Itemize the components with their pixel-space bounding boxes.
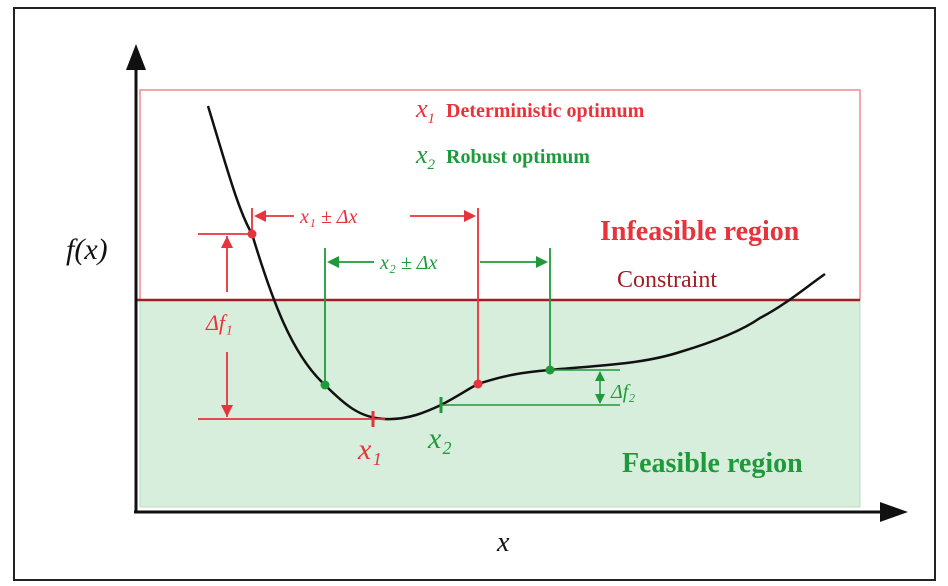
x2-interval-arrow-right-icon bbox=[536, 256, 548, 268]
x1-interval: x₁ ± Δx bbox=[251, 206, 479, 384]
delta-f1-arrow-up-icon bbox=[221, 236, 233, 248]
delta-f1-arrow-down-icon bbox=[221, 405, 233, 417]
x1-interval-arrow-left-icon bbox=[254, 210, 266, 222]
x1-point-label: x₁ bbox=[357, 433, 382, 466]
x2-right-point bbox=[545, 365, 555, 375]
x1-interval-arrow-right-icon bbox=[464, 210, 476, 222]
legend-x2-text: Robust optimum bbox=[446, 146, 590, 168]
delta-f2-label: Δf₂ bbox=[610, 381, 635, 403]
x-axis-label: x bbox=[496, 527, 510, 558]
feasible-region-label: Feasible region bbox=[622, 448, 803, 479]
x2-interval-label: x₂ ± Δx bbox=[379, 252, 438, 274]
delta-f2-arrow-down-icon bbox=[595, 394, 605, 404]
delta-f1-label: Δf₁ bbox=[205, 310, 233, 335]
infeasible-region-label: Infeasible region bbox=[600, 216, 800, 247]
outer-frame bbox=[13, 7, 936, 581]
legend-x1: x1 Deterministic optimum bbox=[415, 94, 645, 127]
x2-interval: x₂ ± Δx bbox=[324, 248, 551, 385]
delta-f2-arrow-up-icon bbox=[595, 371, 605, 381]
legend-x2-symbol: x2 bbox=[415, 140, 436, 173]
x2-interval-arrow-left-icon bbox=[327, 256, 339, 268]
x1-left-point bbox=[247, 229, 257, 239]
x-axis-arrow-icon bbox=[880, 502, 908, 522]
objective-curve bbox=[206, 105, 826, 421]
infeasible-region-box bbox=[139, 89, 861, 301]
legend-x1-text: Deterministic optimum bbox=[446, 100, 645, 122]
legend-x2: x2 Robust optimum bbox=[415, 140, 590, 173]
x2-point-label: x₂ bbox=[427, 422, 452, 455]
y-axis-label: f(x) bbox=[66, 233, 108, 266]
x2-left-point bbox=[320, 380, 330, 390]
x1-right-point bbox=[473, 379, 483, 389]
x1-interval-label: x₁ ± Δx bbox=[299, 206, 358, 228]
legend-x1-symbol: x1 bbox=[415, 94, 435, 127]
y-axis-arrow-icon bbox=[126, 44, 146, 70]
feasible-region-fill bbox=[139, 299, 861, 508]
delta-f1: Δf₁ bbox=[198, 233, 385, 420]
constraint-label: Constraint bbox=[617, 267, 717, 293]
delta-f2: Δf₂ bbox=[441, 369, 635, 406]
